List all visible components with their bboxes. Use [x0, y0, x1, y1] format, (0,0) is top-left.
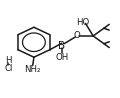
Text: B: B [58, 41, 65, 51]
Text: OH: OH [55, 53, 68, 62]
Text: Cl: Cl [4, 64, 13, 73]
Text: H: H [5, 56, 12, 65]
Text: NH₂: NH₂ [24, 65, 41, 74]
Text: HO: HO [77, 18, 90, 27]
Text: O: O [74, 31, 81, 40]
